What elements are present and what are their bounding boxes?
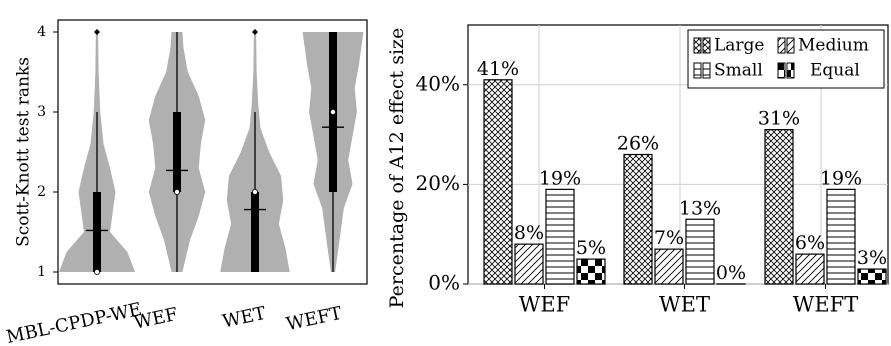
bar-y-ticks: 0% 20% 40% bbox=[416, 71, 468, 295]
violin-boxes bbox=[86, 29, 344, 275]
violin-median-dot bbox=[173, 188, 180, 195]
legend-label: Equal bbox=[810, 61, 860, 81]
bar-data-labels: 41% 8% 19% 5% 26% 7% 13% 0% 31% 6% 19% 3% bbox=[477, 58, 887, 284]
bar-data-label: 5% bbox=[576, 237, 606, 259]
bar-data-label: 19% bbox=[820, 167, 862, 189]
violin-y-tick-label: 2 bbox=[37, 184, 46, 200]
legend-swatch bbox=[786, 37, 795, 54]
violin-iqr-box bbox=[173, 112, 181, 192]
bar-category-label: WEF bbox=[519, 293, 571, 317]
bar bbox=[795, 253, 825, 285]
violin-category-label: WET bbox=[221, 303, 268, 333]
legend-label: Small bbox=[714, 61, 763, 81]
violin-y-ticks: 1 2 3 4 bbox=[37, 24, 58, 280]
legend-swatch bbox=[786, 62, 795, 79]
bar-data-label: 31% bbox=[758, 108, 800, 130]
bar bbox=[576, 258, 606, 285]
bar-category-label: WEFT bbox=[793, 293, 859, 317]
violin-iqr-box bbox=[251, 192, 259, 272]
violin-category-label: WEFT bbox=[284, 303, 343, 335]
bar-chart: 41%8%19%5%26%7%13%0%31%6%19%3% 0%20%40% … bbox=[386, 24, 889, 317]
legend-frame bbox=[687, 29, 885, 89]
bar-data-label: 6% bbox=[795, 232, 825, 254]
legend-swatch bbox=[777, 62, 786, 79]
legend-swatch bbox=[693, 62, 702, 79]
violin-plot-area bbox=[57, 19, 368, 285]
bar-data-label: 3% bbox=[857, 247, 887, 269]
bar bbox=[514, 243, 544, 285]
violin-y-axis-label: Scott-Knott test ranks bbox=[14, 57, 34, 247]
violin-y-tick-label: 1 bbox=[37, 264, 46, 280]
bar-data-label: 0% bbox=[716, 262, 746, 284]
bar bbox=[654, 248, 684, 285]
bar-data-label: 19% bbox=[539, 167, 581, 189]
legend-swatch bbox=[702, 37, 711, 54]
violin-median-dot bbox=[251, 188, 258, 195]
bar bbox=[857, 268, 887, 285]
bar-category-labels: WEF WET WEFT bbox=[519, 284, 859, 317]
bar-category-label: WET bbox=[659, 293, 710, 317]
violin-y-tick-label: 4 bbox=[37, 24, 46, 40]
bar-y-tick-label: 40% bbox=[416, 71, 460, 95]
bar-y-axis-label: Percentage of A12 effect size bbox=[386, 28, 408, 309]
legend-swatch bbox=[693, 37, 702, 54]
violin-y-tick-label: 3 bbox=[37, 104, 46, 120]
bar-legend: Large Medium Small Equal bbox=[687, 29, 885, 89]
violin-outlier bbox=[252, 29, 258, 35]
legend-swatch bbox=[777, 37, 786, 54]
bar-series bbox=[483, 79, 887, 285]
bar-data-label: 26% bbox=[617, 133, 659, 155]
legend-swatch bbox=[702, 62, 711, 79]
bar bbox=[545, 188, 575, 285]
bar-gridlines bbox=[468, 25, 888, 285]
legend-label: Large bbox=[714, 36, 765, 56]
bar bbox=[623, 153, 653, 285]
bar-data-label: 41% bbox=[477, 58, 519, 80]
bar bbox=[764, 128, 794, 285]
bar-data-label: 13% bbox=[679, 197, 721, 219]
violin-median-dot bbox=[329, 109, 336, 116]
bar bbox=[483, 79, 513, 285]
bar bbox=[685, 218, 715, 285]
violin-shapes bbox=[59, 32, 364, 272]
bar-y-tick-label: 20% bbox=[416, 171, 460, 195]
bar-data-label: 7% bbox=[654, 227, 684, 249]
legend-label: Medium bbox=[798, 36, 869, 56]
bar bbox=[826, 188, 856, 285]
violin-outlier bbox=[94, 29, 100, 35]
violin-category-label: MBL-CPDP-WE bbox=[4, 299, 143, 346]
bar-y-tick-label: 0% bbox=[428, 271, 460, 295]
violin-median-dot bbox=[94, 268, 101, 275]
bar-data-label: 8% bbox=[514, 222, 544, 244]
violin-iqr-box bbox=[93, 192, 101, 272]
